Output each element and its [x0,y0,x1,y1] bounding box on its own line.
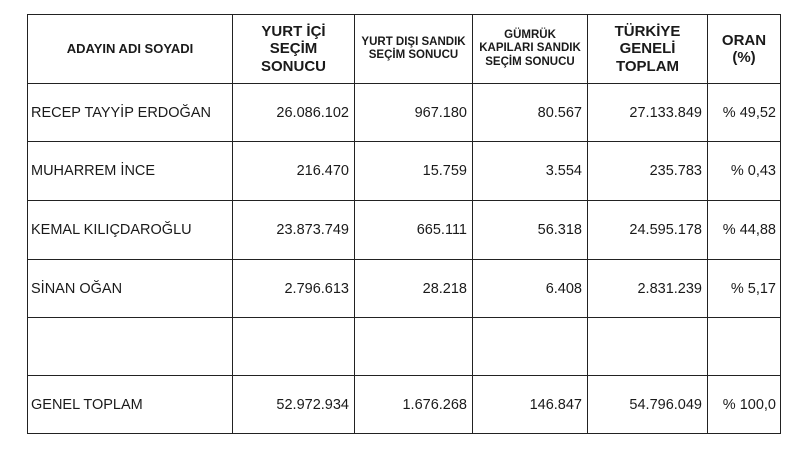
domestic-votes: 26.086.102 [232,83,355,142]
customs-votes: 80.567 [472,83,588,142]
table-row: KEMAL KILIÇDAROĞLU 23.873.749 665.111 56.31… [27,200,781,260]
header-ratio: ORAN (%) [707,14,781,84]
vote-ratio [707,317,781,376]
candidate-name: RECEP TAYYİP ERDOĞAN [27,83,233,142]
customs-votes: 6.408 [472,259,588,318]
domestic-votes: 216.470 [232,141,355,201]
total-votes: 2.831.239 [587,259,708,318]
customs-votes: 146.847 [472,375,588,434]
abroad-votes: 1.676.268 [354,375,473,434]
header-total: TÜRKİYE GENELİ TOPLAM [587,14,708,84]
abroad-votes: 15.759 [354,141,473,201]
vote-ratio: % 0,43 [707,141,781,201]
customs-votes: 56.318 [472,200,588,260]
domestic-votes: 2.796.613 [232,259,355,318]
total-votes: 27.133.849 [587,83,708,142]
abroad-votes: 967.180 [354,83,473,142]
domestic-votes: 23.873.749 [232,200,355,260]
header-candidate: ADAYIN ADI SOYADI [27,14,233,84]
candidate-name: SİNAN OĞAN [27,259,233,318]
table-row: SİNAN OĞAN 2.796.613 28.218 6.408 2.831.239%… [27,259,781,318]
candidate-name: MUHARREM İNCE [27,141,233,201]
table-row [27,317,781,376]
abroad-votes: 665.111 [354,200,473,260]
candidate-name: KEMAL KILIÇDAROĞLU [27,200,233,260]
domestic-votes: 52.972.934 [232,375,355,434]
customs-votes: 3.554 [472,141,588,201]
abroad-votes: 28.218 [354,259,473,318]
total-row: GENEL TOPLAM 52.972.934 1.676.268 146.847 54… [27,375,781,434]
total-votes [587,317,708,376]
table-row: MUHARREM İNCE 216.470 15.759 3.554 235.783% … [27,141,781,201]
total-votes: 24.595.178 [587,200,708,260]
table-row: RECEP TAYYİP ERDOĞAN 26.086.102 967.180 80.… [27,83,781,142]
total-votes: 235.783 [587,141,708,201]
total-votes: 54.796.049 [587,375,708,434]
vote-ratio: % 44,88 [707,200,781,260]
header-abroad: YURT DIŞI SANDIK SEÇİM SONUCU [354,14,473,84]
header-row: ADAYIN ADI SOYADI YURT İÇİ SEÇİM SONUCU … [27,14,781,84]
abroad-votes [354,317,473,376]
candidate-name [27,317,233,376]
header-domestic: YURT İÇİ SEÇİM SONUCU [232,14,355,84]
vote-ratio: % 5,17 [707,259,781,318]
header-customs: GÜMRÜK KAPILARI SANDIK SEÇİM SONUCU [472,14,588,84]
election-results-table: ADAYIN ADI SOYADI YURT İÇİ SEÇİM SONUCU … [27,14,781,434]
domestic-votes [232,317,355,376]
candidate-name: GENEL TOPLAM [27,375,233,434]
vote-ratio: % 100,0 [707,375,781,434]
vote-ratio: % 49,52 [707,83,781,142]
customs-votes [472,317,588,376]
